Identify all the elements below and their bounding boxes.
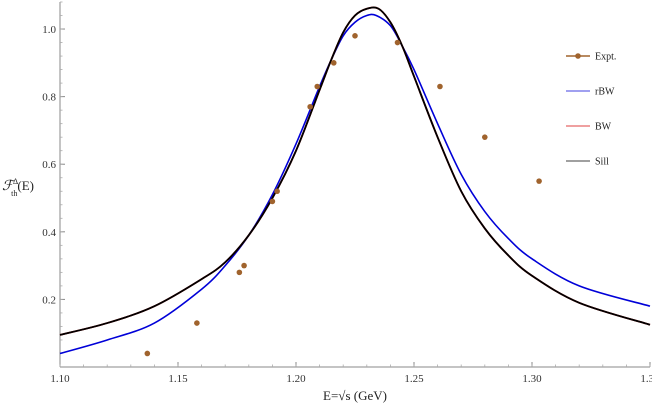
x-tick-label: 1.30 [522, 373, 542, 385]
legend-label: Sill [595, 157, 609, 168]
expt-point [437, 83, 443, 90]
y-tick-label: 0.6 [42, 159, 56, 171]
x-tick-label: 1.35 [640, 373, 652, 385]
expt-point [144, 350, 151, 357]
expt-point [394, 39, 401, 46]
y-axis-label: ℱΔ th(E) [2, 177, 34, 198]
x-tick-label: 1.20 [286, 373, 306, 385]
x-ticks: 1.10 1.15 1.20 1.25 1.30 1.35 [50, 362, 652, 385]
expt-point [536, 178, 542, 184]
expt-point [482, 134, 488, 140]
legend-label: BW [595, 122, 612, 133]
expt-point [330, 60, 337, 66]
x-axis-label: E=√s (GeV) [323, 388, 387, 403]
y-tick-label: 0.2 [42, 294, 56, 306]
y-tick-label: 0.8 [42, 92, 56, 104]
x-tick-label: 1.10 [50, 373, 70, 385]
y-axis-label-arg: (E) [17, 178, 34, 193]
legend-label: Expt. [595, 52, 616, 63]
legend-marker [575, 53, 581, 59]
expt-point [352, 32, 358, 39]
expt-point [241, 262, 247, 269]
legend: Expt. rBW BW Sill [566, 52, 616, 168]
data-points [144, 32, 542, 357]
y-ticks: 0.2 0.4 0.6 0.8 1.0 [42, 1, 65, 354]
legend-label: rBW [595, 87, 615, 98]
expt-point [274, 188, 280, 195]
series-line-rbw [59, 13, 651, 355]
expt-point [314, 83, 321, 90]
y-tick-label: 0.4 [42, 227, 56, 239]
expt-point [194, 320, 200, 326]
y-axis-label-main: ℱ [2, 179, 16, 194]
expt-point [269, 198, 276, 205]
series-line-sill [59, 6, 651, 336]
y-axis-label-sup: Δ [13, 177, 18, 186]
series-line-bw [59, 6, 651, 336]
x-tick-label: 1.25 [404, 373, 424, 385]
expt-point [307, 103, 313, 110]
y-axis-label-sub: th [11, 189, 17, 198]
y-tick-label: 1.0 [42, 24, 56, 36]
x-tick-label: 1.15 [168, 373, 188, 385]
axes: 1.10 1.15 1.20 1.25 1.30 1.35 0.2 0.4 0.6 0.8 1.0 [42, 1, 652, 385]
expt-point [236, 269, 243, 276]
curves [59, 6, 651, 355]
